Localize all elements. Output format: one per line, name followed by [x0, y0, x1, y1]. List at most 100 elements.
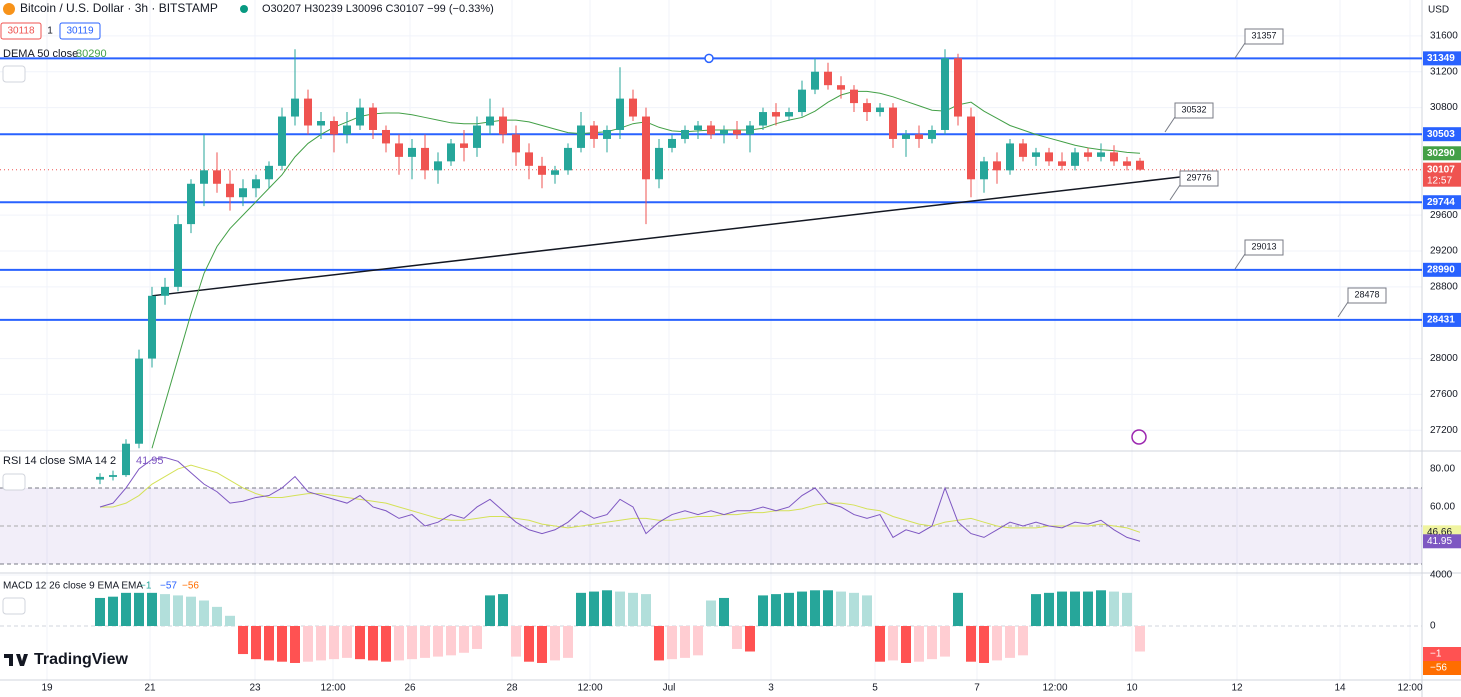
macd-hist-bar [641, 594, 651, 626]
macd-hist-bar [186, 596, 196, 626]
time-label: 23 [249, 683, 261, 694]
candle-body [96, 476, 104, 480]
symbol: Bitcoin / U.S. Dollar · 3h · BITSTAMP [20, 1, 218, 15]
rsi-sma-tag-label: 46.66 [1427, 527, 1452, 538]
candle-body [252, 179, 260, 189]
collapse-btn[interactable] [2, 473, 26, 491]
time-label: Jul [663, 683, 676, 694]
macd-hist-bar [992, 625, 1002, 661]
time-label: 14 [1334, 683, 1346, 694]
bid: 30118 [7, 26, 35, 37]
macd-hist-bar [797, 591, 807, 626]
macd-hist-bar [849, 592, 859, 626]
candle-body [707, 125, 715, 135]
macd-legend-line: −57 [160, 581, 177, 592]
candle-body [668, 138, 676, 148]
logo-mark [4, 654, 28, 666]
candle-body [1019, 143, 1027, 157]
macd-hist-bar [1109, 591, 1119, 626]
candle-body [993, 161, 1001, 171]
macd-hist-bar [550, 625, 560, 661]
collapse-btn[interactable] [2, 597, 26, 615]
macd-hist-bar [693, 625, 703, 656]
dema-legend: DEMA 50 close [3, 48, 78, 60]
callout-leader [1169, 184, 1181, 201]
time-label: 19 [41, 683, 53, 694]
price-tag-label: 30290 [1427, 148, 1455, 159]
macd-hist-bar [563, 625, 573, 658]
macd-hist-bar [745, 625, 755, 652]
macd-hist-bar [758, 595, 768, 626]
candle-body [408, 147, 416, 157]
macd-hist-bar [459, 625, 469, 653]
drag-handle [704, 53, 714, 64]
y-tick-label: 27200 [1430, 425, 1458, 436]
candle-body [915, 134, 923, 139]
price-tag [1423, 146, 1461, 161]
candle-body [200, 170, 208, 184]
macd-hist-bar [108, 596, 118, 626]
macd-hist-bar [966, 625, 976, 662]
macd-hist-bar [303, 625, 313, 662]
level-tag-label: 31349 [1427, 53, 1455, 64]
candle-body [902, 134, 910, 139]
candle-body [213, 170, 221, 184]
macd-hist-tag-label: −1 [1430, 649, 1442, 660]
rsi-legend: RSI 14 close SMA 14 2 [3, 455, 116, 467]
candle-body [1123, 161, 1131, 166]
y-tick-label: 28800 [1430, 281, 1458, 292]
macd-hist-bar [628, 592, 638, 626]
candle-body [642, 116, 650, 180]
macd-hist-bar [979, 625, 989, 663]
y-tick-label: 31200 [1430, 66, 1458, 77]
candle-body [1097, 152, 1105, 157]
macd-hist-bar [472, 625, 482, 649]
candle-body [850, 89, 858, 104]
candle-body [330, 121, 338, 135]
macd-hist-bar [251, 625, 261, 660]
ohlc: O30207 H30239 L30096 C30107 −99 (−0.33%) [262, 3, 494, 15]
candle-body [577, 125, 585, 148]
macd-hist-bar [316, 625, 326, 661]
macd-hist-bar [784, 592, 794, 626]
candle-body [720, 129, 728, 135]
candle-body [239, 188, 247, 198]
candle-body [148, 295, 156, 359]
macd-hist-bar [1135, 625, 1145, 652]
macd-hist-bar [420, 625, 430, 658]
candle-body [447, 143, 455, 162]
macd-hist-bar [537, 625, 547, 663]
candle-body [161, 286, 169, 296]
macd-hist-bar [927, 625, 937, 660]
time-label: 26 [404, 683, 416, 694]
candle-body [785, 112, 793, 117]
candle-body [278, 116, 286, 166]
macd-tick-label: 4000 [1430, 570, 1453, 581]
y-tick-label: 30800 [1430, 102, 1458, 113]
macd-hist-bar [446, 625, 456, 656]
macd-hist-bar [433, 625, 443, 657]
y-tick-label: 31600 [1430, 30, 1458, 41]
collapse-btn[interactable] [2, 65, 26, 83]
candle-body [876, 107, 884, 113]
callout-label: 28478 [1354, 289, 1379, 299]
macd-hist-bar [953, 592, 963, 626]
time-label: 21 [144, 683, 156, 694]
bid-box [0, 22, 42, 40]
candle-body [473, 125, 481, 148]
candle-body [811, 71, 819, 90]
macd-hist-bar [368, 625, 378, 661]
dema-legend-value: 30290 [76, 48, 107, 60]
macd-hist-bar [1005, 625, 1015, 658]
macd-hist-bar [1057, 591, 1067, 626]
candle-body [928, 129, 936, 139]
macd-hist-bar [680, 625, 690, 658]
callout-leader [1234, 42, 1246, 59]
candle-body [1006, 143, 1014, 171]
candle-body [551, 170, 559, 175]
time-label: 7 [974, 683, 980, 694]
macd-hist-bar [706, 600, 716, 626]
candle-body [538, 165, 546, 175]
macd-hist-bar [901, 625, 911, 663]
